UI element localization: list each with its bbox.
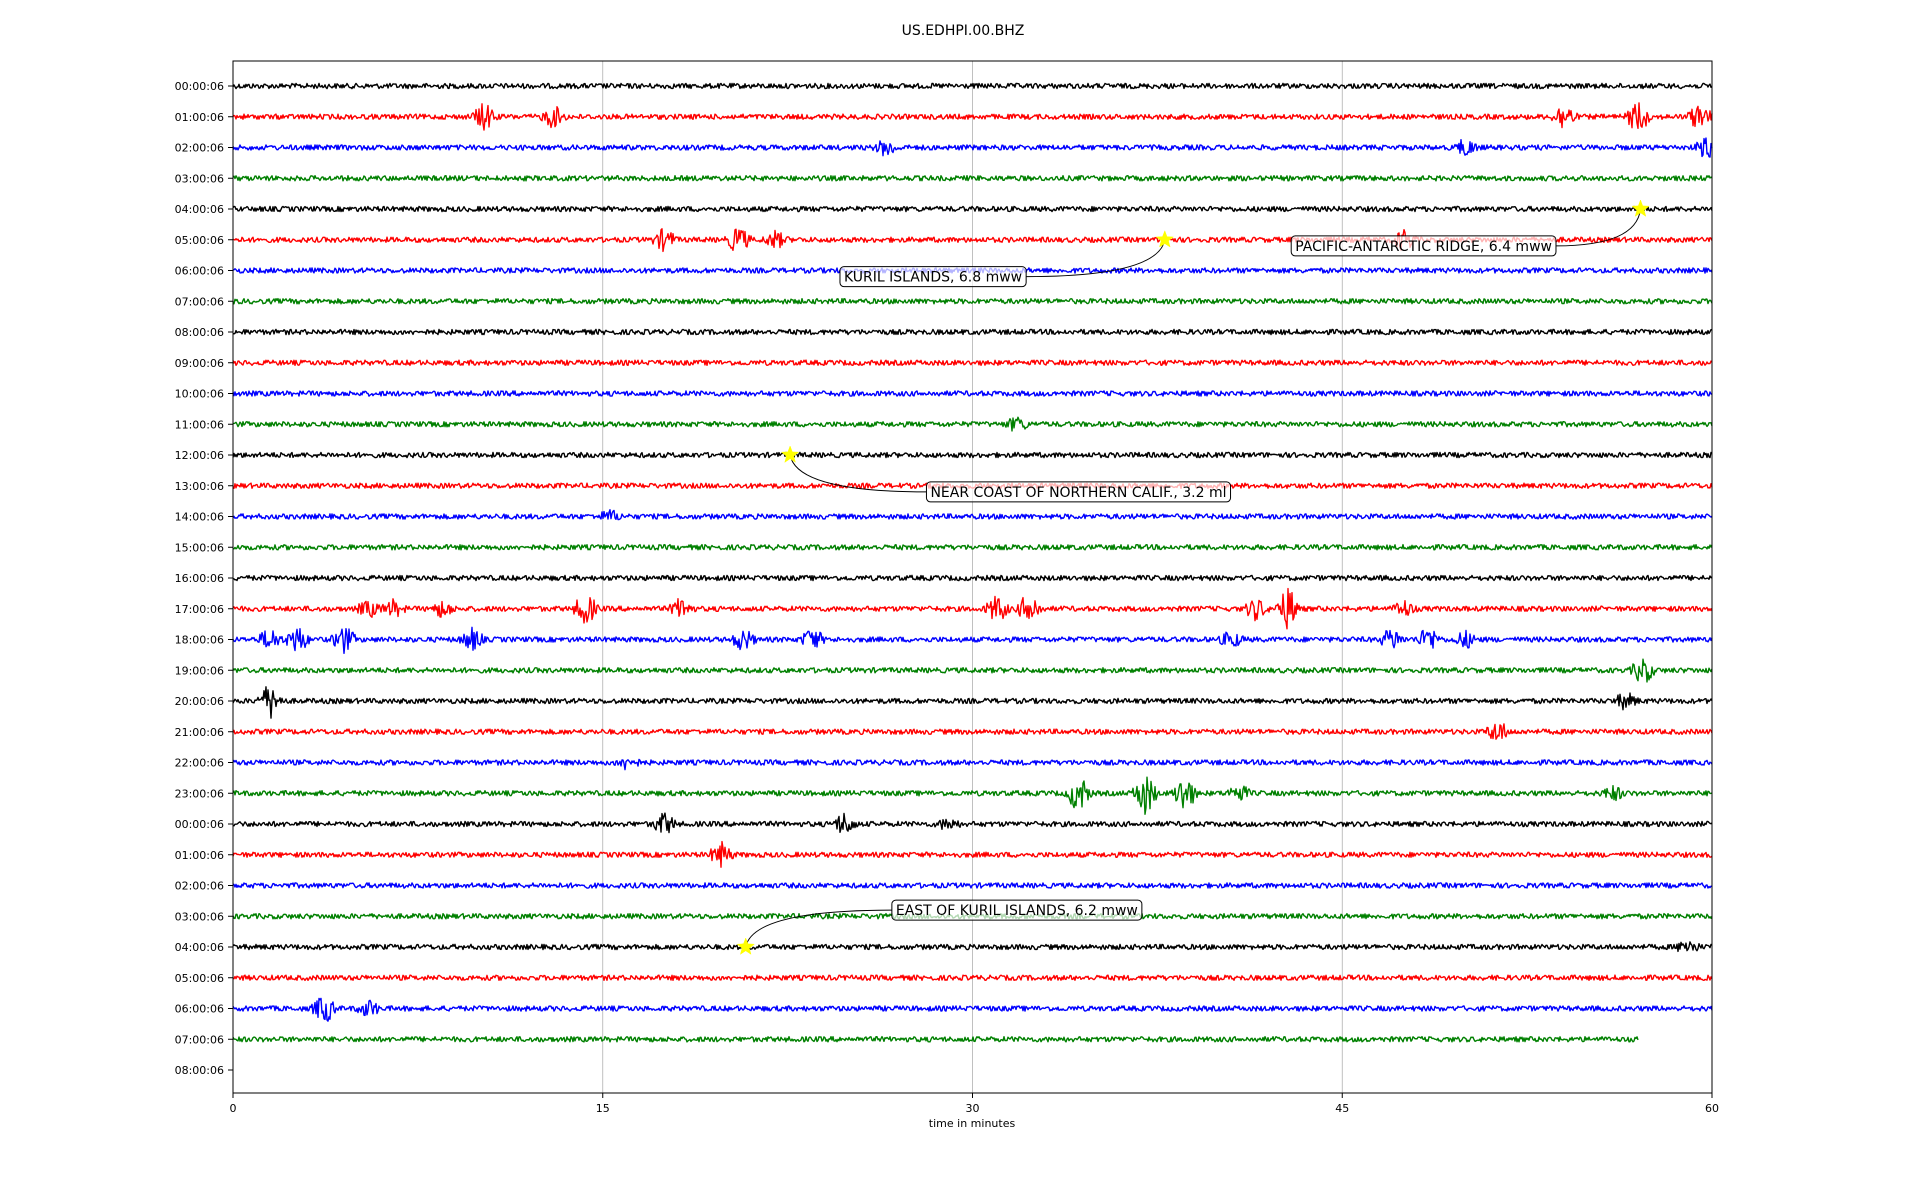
trace-line (232, 574, 1713, 582)
y-tick-label: 06:00:06 (175, 1003, 224, 1016)
event-connector (1555, 208, 1641, 247)
x-tick-label: 30 (966, 1102, 980, 1115)
y-tick-label: 02:00:06 (175, 142, 224, 155)
y-tick-label: 05:00:06 (175, 234, 224, 247)
trace-line (232, 723, 1713, 740)
trace-line (232, 543, 1713, 551)
y-tick-label: 05:00:06 (175, 972, 224, 985)
trace-line (232, 137, 1713, 158)
trace-line (232, 587, 1713, 630)
trace-line (232, 205, 1713, 213)
trace-line (232, 997, 1713, 1022)
y-tick-label: 18:00:06 (175, 634, 224, 647)
y-tick-label: 04:00:06 (175, 941, 224, 954)
event-annotation: PACIFIC-ANTARCTIC RIDGE, 6.4 mww (1290, 199, 1650, 257)
y-tick-label: 09:00:06 (175, 357, 224, 370)
trace-line (232, 758, 1713, 771)
y-tick-label: 16:00:06 (175, 572, 224, 585)
y-tick-label: 12:00:06 (175, 449, 224, 462)
x-tick-label: 15 (596, 1102, 610, 1115)
trace-line (232, 390, 1713, 397)
event-connector (789, 454, 927, 493)
event-star-marker (780, 445, 800, 463)
y-tick-label: 15:00:06 (175, 541, 224, 554)
y-tick-label: 04:00:06 (175, 203, 224, 216)
y-tick-label: 13:00:06 (175, 480, 224, 493)
plot-frame (232, 60, 1713, 1094)
trace-line (232, 812, 1713, 834)
event-annotation: EAST OF KURIL ISLANDS, 6.2 mww (736, 899, 1143, 955)
event-annotation: NEAR COAST OF NORTHERN CALIF., 3.2 ml (780, 445, 1232, 503)
y-tick-label: 19:00:06 (175, 664, 224, 677)
y-tick-label: 20:00:06 (175, 695, 224, 708)
event-annotations: PACIFIC-ANTARCTIC RIDGE, 6.4 mww KURIL IS… (736, 199, 1650, 955)
event-label: KURIL ISLANDS, 6.8 mww (844, 270, 1022, 286)
trace-line (232, 328, 1713, 336)
y-tick-label: 03:00:06 (175, 910, 224, 923)
trace-line (232, 297, 1713, 305)
trace-line (232, 174, 1713, 182)
seismic-traces (232, 82, 1713, 1043)
event-annotation: KURIL ISLANDS, 6.8 mww (839, 230, 1174, 288)
event-star-marker (736, 937, 755, 955)
trace-line (232, 359, 1713, 367)
y-tick-label: 11:00:06 (175, 418, 224, 431)
event-connector (1026, 239, 1166, 278)
y-tick-label: 17:00:06 (175, 603, 224, 616)
chart-title: US.EDHPI.00.BHZ (902, 23, 1025, 39)
y-tick-label: 00:00:06 (175, 818, 224, 831)
trace-line (232, 941, 1713, 953)
trace-line (232, 882, 1713, 889)
trace-line (232, 1035, 1639, 1043)
event-label: EAST OF KURIL ISLANDS, 6.2 mww (896, 903, 1138, 919)
y-tick-labels: 00:00:06 01:00:06 02:00:06 03:00:06 04:00:06… (175, 80, 233, 1077)
y-tick-label: 10:00:06 (175, 388, 224, 401)
x-tick-label: 0 (230, 1102, 237, 1115)
x-ticks: 0 15 30 45 60 (230, 1093, 1719, 1115)
event-label: NEAR COAST OF NORTHERN CALIF., 3.2 ml (930, 485, 1226, 501)
x-gridlines (602, 61, 1343, 1093)
x-tick-label: 60 (1705, 1102, 1719, 1115)
y-tick-label: 23:00:06 (175, 787, 224, 800)
y-tick-label: 07:00:06 (175, 1033, 224, 1046)
event-star-marker (1631, 199, 1650, 217)
trace-line (232, 451, 1713, 459)
y-tick-label: 14:00:06 (175, 511, 224, 524)
y-tick-label: 01:00:06 (175, 111, 224, 124)
trace-line (232, 686, 1713, 719)
y-tick-label: 03:00:06 (175, 172, 224, 185)
y-tick-label: 08:00:06 (175, 326, 224, 339)
event-connector (745, 909, 892, 948)
trace-line (232, 416, 1713, 432)
trace-line (232, 658, 1713, 683)
y-tick-label: 00:00:06 (175, 80, 224, 93)
y-tick-label: 06:00:06 (175, 265, 224, 278)
y-tick-label: 01:00:06 (175, 849, 224, 862)
trace-line (232, 840, 1713, 868)
y-tick-label: 21:00:06 (175, 726, 224, 739)
trace-line (232, 102, 1713, 131)
y-tick-label: 02:00:06 (175, 880, 224, 893)
y-tick-label: 22:00:06 (175, 757, 224, 770)
event-label-box (1290, 235, 1557, 257)
trace-line (232, 82, 1713, 90)
y-tick-label: 08:00:06 (175, 1064, 224, 1077)
x-axis-label: time in minutes (929, 1117, 1016, 1130)
trace-line (232, 626, 1713, 655)
trace-line (232, 776, 1713, 815)
trace-line (232, 509, 1713, 521)
x-tick-label: 45 (1335, 1102, 1349, 1115)
event-star-marker (1155, 230, 1174, 248)
y-tick-label: 07:00:06 (175, 295, 224, 308)
event-label: PACIFIC-ANTARCTIC RIDGE, 6.4 mww (1295, 239, 1552, 255)
trace-line (232, 974, 1713, 982)
